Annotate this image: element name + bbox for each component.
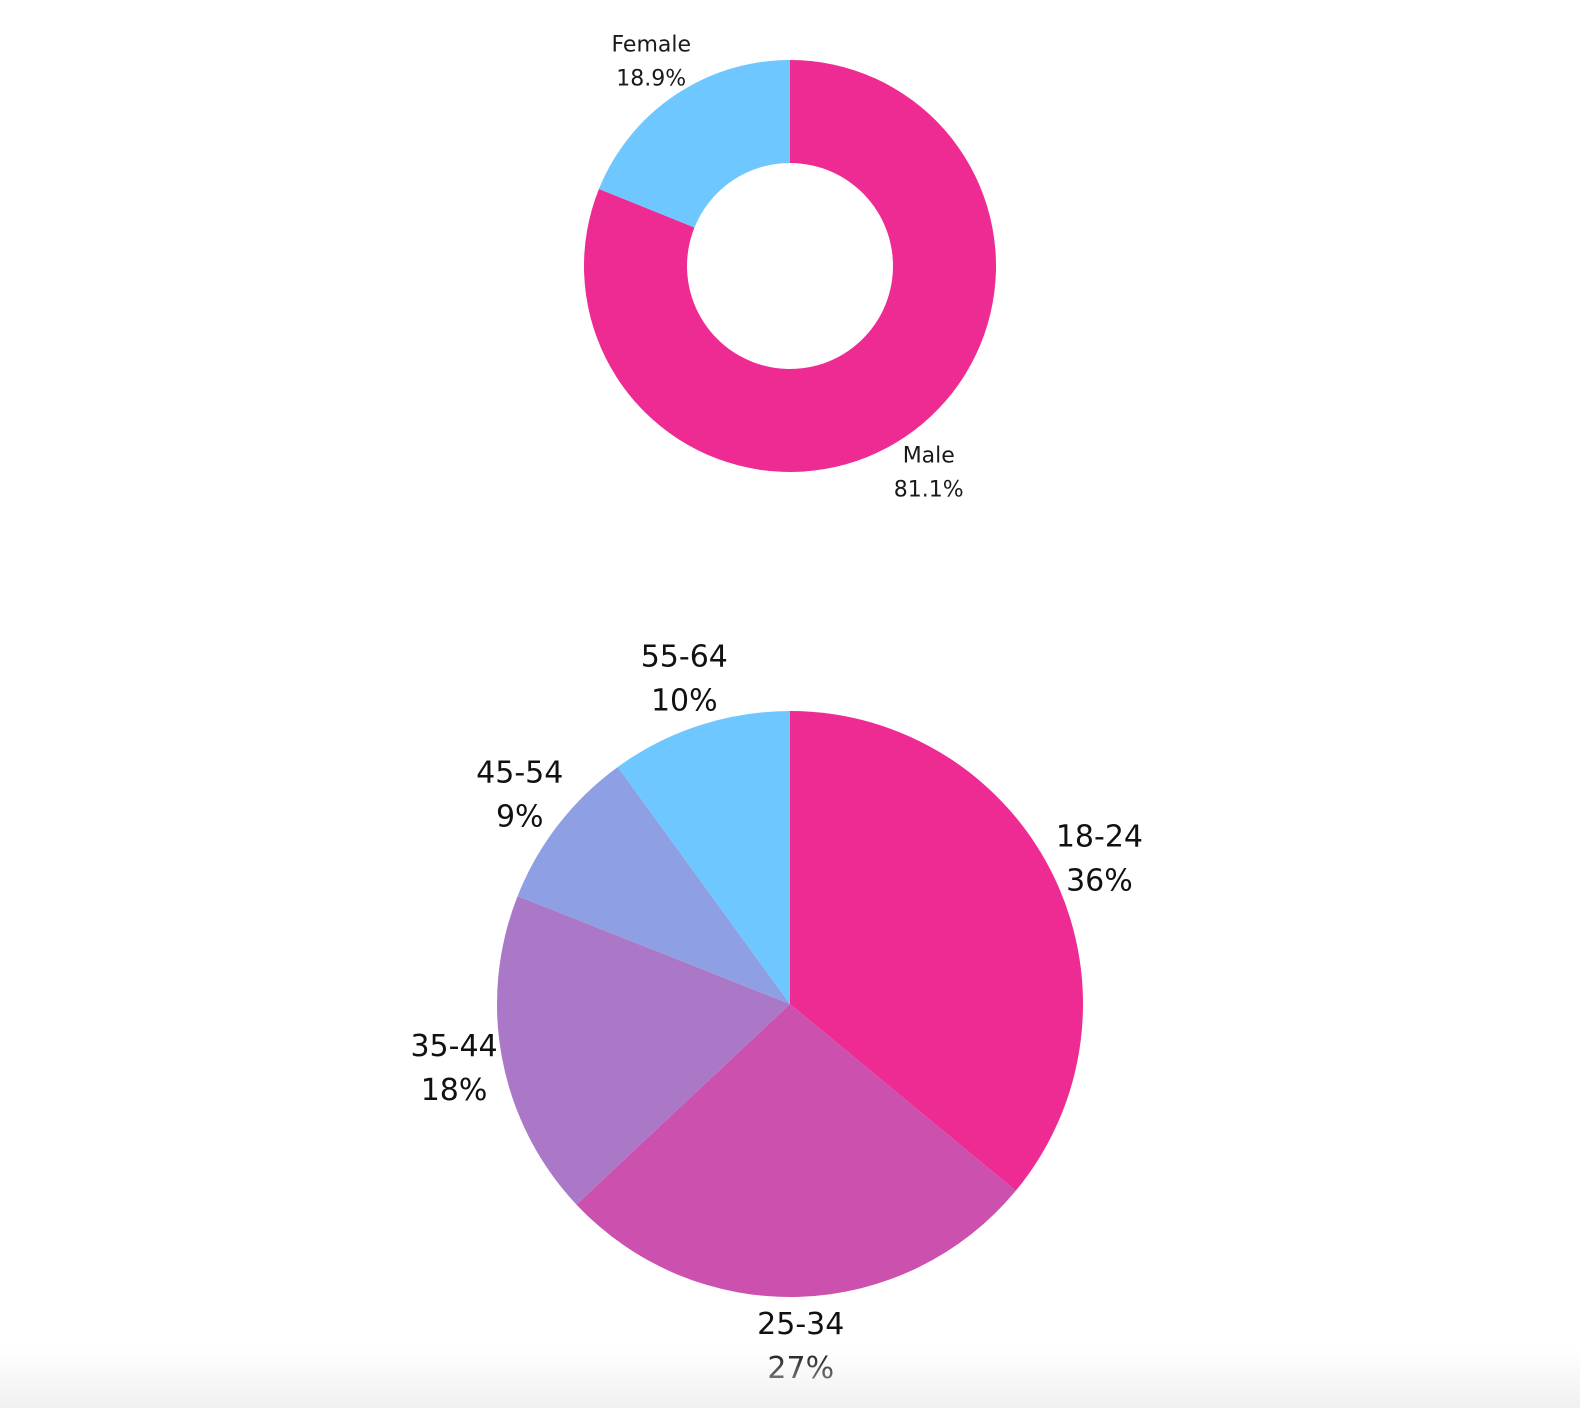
- value-35-44: 18%: [421, 1073, 488, 1108]
- label-female: Female: [611, 32, 691, 57]
- slice-25-34: [576, 1004, 1016, 1297]
- value-male: 81.1%: [894, 478, 964, 503]
- slice-female: [598, 60, 790, 228]
- slice-18-24: [790, 711, 1083, 1191]
- label-18-24: 18-24: [1056, 819, 1143, 854]
- label-25-34: 25-34: [757, 1307, 844, 1342]
- slice-35-44: [497, 896, 790, 1205]
- label-45-54: 45-54: [476, 755, 563, 790]
- slice-male: [583, 60, 996, 473]
- value-55-64: 10%: [651, 684, 718, 719]
- label-55-64: 55-64: [641, 640, 728, 675]
- value-45-54: 9%: [496, 799, 544, 834]
- value-18-24: 36%: [1066, 863, 1133, 898]
- slice-45-54: [517, 766, 790, 1004]
- value-female: 18.9%: [616, 66, 686, 91]
- gender-donut-chart: Male 81.1% Female 18.9%: [583, 32, 996, 503]
- slice-55-64: [617, 711, 790, 1004]
- label-male: Male: [903, 444, 955, 469]
- label-35-44: 35-44: [410, 1029, 497, 1064]
- value-25-34: 27%: [767, 1351, 834, 1386]
- age-pie-chart: 18-24 36% 25-34 27% 35-44 18% 45-54 9% 55-64 10%: [410, 640, 1143, 1386]
